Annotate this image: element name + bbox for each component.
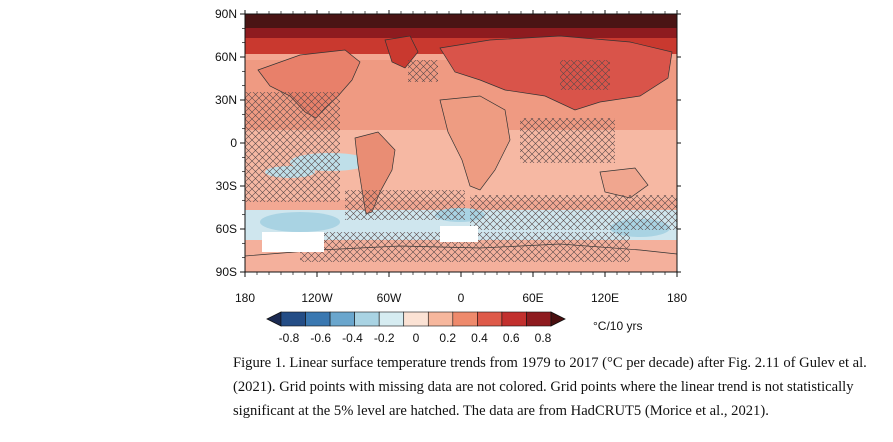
lat-label: 0 xyxy=(230,136,237,150)
lon-label: 60E xyxy=(522,291,543,305)
colorbar-tick-label: -0.8 xyxy=(279,331,300,345)
colorbar-segment xyxy=(354,311,380,327)
colorbar-tick-label: 0.2 xyxy=(439,331,456,345)
colorbar-segment xyxy=(305,311,331,327)
temperature-trend-map xyxy=(245,14,677,272)
colorbar-tick-label: -0.6 xyxy=(310,331,331,345)
colorbar-segment xyxy=(329,311,355,327)
africa-land xyxy=(439,95,511,191)
lat-label: 30N xyxy=(215,93,237,107)
figure-caption: Figure 1. Linear surface temperature tre… xyxy=(233,351,883,423)
lat-label: 60S xyxy=(216,222,237,236)
caption-line-1: Figure 1. Linear surface temperature tre… xyxy=(233,355,867,371)
lat-label: 90S xyxy=(216,265,237,279)
missing-data-region xyxy=(262,232,324,252)
colorbar-tick-label: 0.8 xyxy=(535,331,552,345)
lon-label: 180 xyxy=(235,291,255,305)
colorbar-segment xyxy=(280,311,306,327)
longitude-axis: 180 120W 60W 0 60E 120E 180 xyxy=(235,10,687,305)
colorbar-segment xyxy=(403,311,429,327)
colorbar-segment xyxy=(526,311,552,327)
colorbar-extend-low xyxy=(266,311,282,327)
colorbar-segment xyxy=(501,311,527,327)
lon-label: 120E xyxy=(591,291,619,305)
colorbar-tick-label: 0 xyxy=(413,331,420,345)
lat-label: 30S xyxy=(216,179,237,193)
colorbar-segment xyxy=(477,311,503,327)
lon-label: 60W xyxy=(377,291,402,305)
colorbar-unit: °C/10 yrs xyxy=(593,319,642,333)
colorbar-tick-label: 0.6 xyxy=(503,331,520,345)
lon-label: 120W xyxy=(301,291,333,305)
colorbar-extend-high xyxy=(550,311,566,327)
colorbar-segment xyxy=(452,311,478,327)
eurasia-land xyxy=(439,35,673,111)
colorbar-segment xyxy=(427,311,454,327)
colorbar-tick-label: 0.4 xyxy=(471,331,488,345)
hatched-areas xyxy=(245,60,677,262)
colorbar-tick-label: -0.2 xyxy=(374,331,395,345)
colorbar: -0.8 -0.6 -0.4 -0.2 0 0.2 0.4 0.6 0.8 xyxy=(266,311,566,345)
lon-label: 0 xyxy=(458,291,465,305)
caption-line-2: (2021). Grid points with missing data ar… xyxy=(233,379,854,395)
missing-data-region xyxy=(440,226,478,242)
lon-label: 180 xyxy=(667,291,687,305)
australia-land xyxy=(599,167,649,199)
latitude-axis: 90N 60N 30N 0 30S 60S 90S xyxy=(215,7,681,279)
colorbar-segment xyxy=(378,311,405,327)
lat-label: 90N xyxy=(215,7,237,21)
lat-label: 60N xyxy=(215,50,237,64)
caption-line-3: significant at the 5% level are hatched.… xyxy=(233,403,769,419)
colorbar-tick-label: -0.4 xyxy=(342,331,363,345)
